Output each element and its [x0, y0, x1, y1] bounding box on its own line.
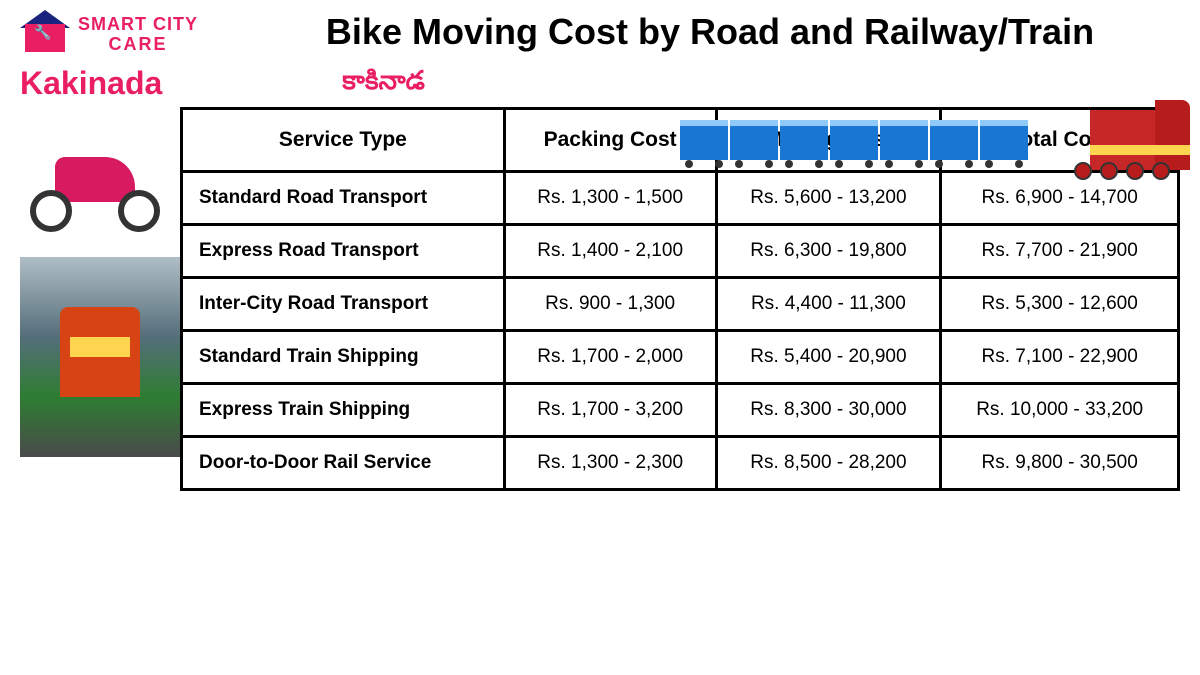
cell-packing: Rs. 900 - 1,300: [504, 278, 716, 331]
page-title: Bike Moving Cost by Road and Railway/Tra…: [240, 10, 1180, 53]
cell-packing: Rs. 1,700 - 2,000: [504, 331, 716, 384]
city-name-english: Kakinada: [20, 65, 162, 102]
cell-moving: Rs. 5,400 - 20,900: [716, 331, 941, 384]
cell-service: Express Train Shipping: [182, 384, 505, 437]
cell-moving: Rs. 4,400 - 11,300: [716, 278, 941, 331]
cell-total: Rs. 10,000 - 33,200: [941, 384, 1179, 437]
cell-packing: Rs. 1,700 - 3,200: [504, 384, 716, 437]
cell-total: Rs. 7,100 - 22,900: [941, 331, 1179, 384]
train-photo: [20, 257, 180, 457]
cell-total: Rs. 9,800 - 30,500: [941, 437, 1179, 490]
cell-service: Express Road Transport: [182, 225, 505, 278]
table-row: Door-to-Door Rail ServiceRs. 1,300 - 2,3…: [182, 437, 1179, 490]
motorcycle-icon: [20, 137, 170, 237]
cell-total: Rs. 5,300 - 12,600: [941, 278, 1179, 331]
cell-packing: Rs. 1,300 - 2,300: [504, 437, 716, 490]
cell-packing: Rs. 1,400 - 2,100: [504, 225, 716, 278]
cell-service: Door-to-Door Rail Service: [182, 437, 505, 490]
logo-text-line2: CARE: [78, 35, 198, 55]
logo-text-line1: SMART CITY: [78, 15, 198, 35]
city-name-native: కాకినాడ: [342, 65, 425, 102]
table-row: Express Road TransportRs. 1,400 - 2,100R…: [182, 225, 1179, 278]
table-row: Express Train ShippingRs. 1,700 - 3,200R…: [182, 384, 1179, 437]
cell-service: Standard Road Transport: [182, 172, 505, 225]
cell-moving: Rs. 6,300 - 19,800: [716, 225, 941, 278]
train-illustration: [680, 70, 1200, 210]
house-logo-icon: 🔧: [20, 10, 70, 60]
cell-moving: Rs. 8,500 - 28,200: [716, 437, 941, 490]
table-row: Standard Train ShippingRs. 1,700 - 2,000…: [182, 331, 1179, 384]
cell-service: Inter-City Road Transport: [182, 278, 505, 331]
cell-moving: Rs. 8,300 - 30,000: [716, 384, 941, 437]
col-service-type: Service Type: [182, 109, 505, 172]
logo: 🔧 SMART CITY CARE: [20, 10, 240, 60]
table-row: Inter-City Road TransportRs. 900 - 1,300…: [182, 278, 1179, 331]
cell-service: Standard Train Shipping: [182, 331, 505, 384]
cell-total: Rs. 7,700 - 21,900: [941, 225, 1179, 278]
